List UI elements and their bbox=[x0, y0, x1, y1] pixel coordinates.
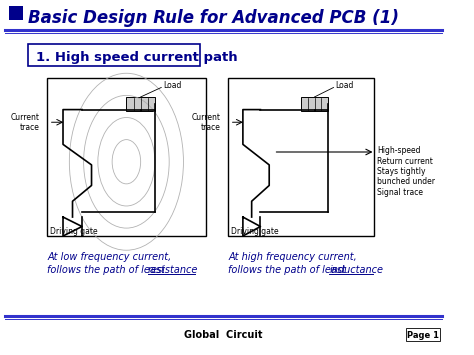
FancyBboxPatch shape bbox=[47, 78, 206, 236]
Text: Stays tightly: Stays tightly bbox=[377, 167, 426, 176]
Text: Global  Circuit: Global Circuit bbox=[184, 330, 263, 340]
Text: At high frequency current,: At high frequency current, bbox=[228, 252, 357, 262]
Text: 1. High speed current path: 1. High speed current path bbox=[36, 50, 237, 64]
Text: follows the path of least: follows the path of least bbox=[228, 265, 349, 275]
FancyBboxPatch shape bbox=[228, 78, 374, 236]
Text: Basic Design Rule for Advanced PCB (1): Basic Design Rule for Advanced PCB (1) bbox=[28, 9, 399, 27]
Text: Current
trace: Current trace bbox=[192, 113, 221, 132]
Text: follows the path of least: follows the path of least bbox=[47, 265, 168, 275]
FancyBboxPatch shape bbox=[9, 6, 23, 20]
Text: inductance: inductance bbox=[329, 265, 383, 275]
Text: Current
trace: Current trace bbox=[10, 113, 39, 132]
FancyBboxPatch shape bbox=[127, 97, 155, 111]
Text: Page 1: Page 1 bbox=[407, 331, 438, 339]
Text: Load: Load bbox=[335, 81, 354, 91]
FancyBboxPatch shape bbox=[301, 97, 328, 111]
Text: Signal trace: Signal trace bbox=[377, 188, 423, 197]
Text: resistance: resistance bbox=[148, 265, 199, 275]
Text: bunched under: bunched under bbox=[377, 178, 435, 186]
Text: Driving gate: Driving gate bbox=[50, 227, 98, 236]
FancyBboxPatch shape bbox=[406, 328, 439, 341]
Text: High-speed: High-speed bbox=[377, 146, 421, 155]
Text: Load: Load bbox=[163, 81, 181, 91]
FancyBboxPatch shape bbox=[28, 44, 200, 66]
Text: Driving gate: Driving gate bbox=[231, 227, 279, 236]
Text: Return current: Return current bbox=[377, 157, 433, 165]
Text: At low frequency current,: At low frequency current, bbox=[47, 252, 172, 262]
